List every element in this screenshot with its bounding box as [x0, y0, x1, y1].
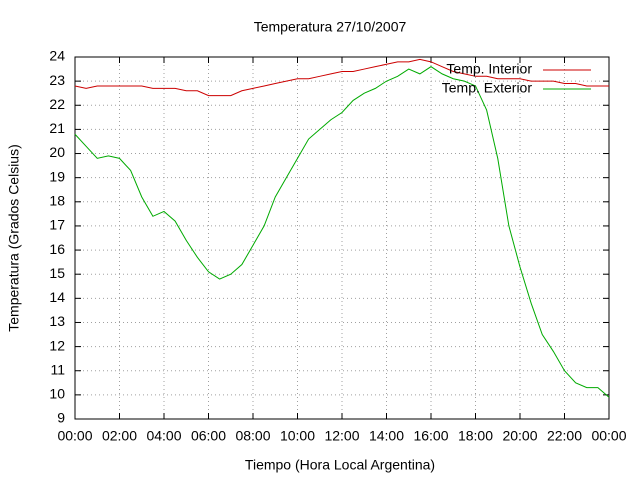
- chart-title: Temperatura 27/10/2007: [254, 19, 407, 35]
- y-tick-label: 9: [57, 410, 65, 426]
- y-tick-label: 23: [49, 72, 65, 88]
- legend-label: Temp. Exterior: [442, 80, 533, 96]
- y-tick-label: 24: [49, 48, 65, 64]
- x-tick-label: 22:00: [547, 428, 582, 444]
- data-line: [74, 66, 610, 398]
- x-tick-label: 10:00: [280, 428, 315, 444]
- x-axis-label: Tiempo (Hora Local Argentina): [245, 457, 435, 473]
- y-tick-label: 18: [49, 193, 65, 209]
- x-tick-label: 20:00: [502, 428, 537, 444]
- y-tick-label: 11: [50, 361, 65, 377]
- y-tick-label: 17: [49, 217, 65, 233]
- x-tick-label: 02:00: [102, 428, 137, 444]
- x-tick-label: 00:00: [57, 428, 92, 444]
- x-tick-label: 16:00: [413, 428, 448, 444]
- x-tick-label: 18:00: [458, 428, 493, 444]
- x-tick-label: 08:00: [235, 428, 270, 444]
- data-line: [74, 58, 609, 97]
- x-tick-label: 14:00: [369, 428, 404, 444]
- y-tick-label: 21: [49, 120, 65, 136]
- y-tick-label: 14: [49, 289, 65, 305]
- y-tick-label: 10: [49, 386, 65, 402]
- x-tick-label: 06:00: [191, 428, 226, 444]
- x-tick-label: 12:00: [324, 428, 359, 444]
- legend-label: Temp. Interior: [446, 61, 532, 77]
- x-tick-label: 00:00: [591, 428, 626, 444]
- y-tick-label: 15: [49, 265, 65, 281]
- x-tick-label: 04:00: [146, 428, 181, 444]
- y-tick-label: 22: [49, 96, 65, 112]
- y-tick-label: 16: [49, 241, 65, 257]
- y-tick-label: 12: [49, 337, 65, 353]
- y-tick-label: 19: [49, 168, 65, 184]
- y-tick-label: 20: [49, 144, 65, 160]
- y-axis-label: Temperatura (Grados Celsius): [6, 144, 22, 332]
- plot-border: [74, 56, 610, 420]
- y-tick-label: 13: [49, 313, 65, 329]
